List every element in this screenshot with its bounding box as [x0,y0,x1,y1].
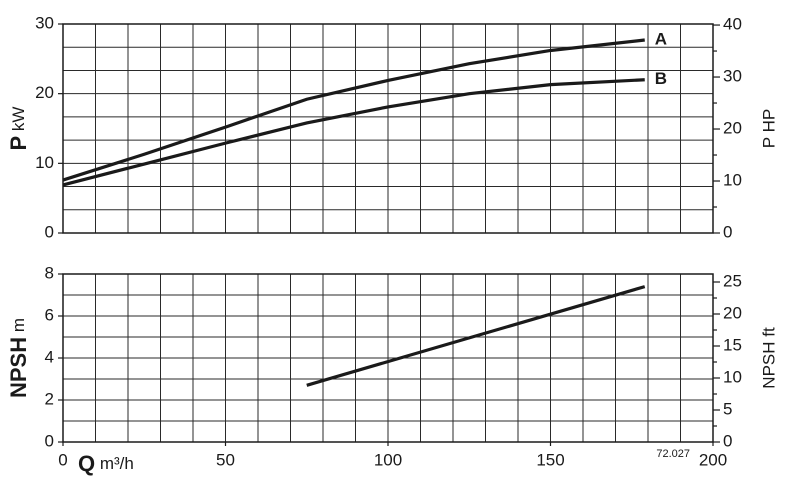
y2-tick-label: 15 [723,335,742,354]
y-axis-label: P kW [6,107,31,151]
y2-axis-label: P HP [759,109,778,148]
x-tick-label: 150 [536,450,564,469]
y-axis-symbol: P [6,136,31,151]
y2-tick-label: 0 [723,431,732,450]
y-axis-label: NPSH m [6,318,31,398]
y2-tick-label: 5 [723,399,732,418]
y-axis-symbol: NPSH [6,337,31,398]
y2-tick-label: 10 [723,367,742,386]
x-axis-unit: m³/h [100,454,134,473]
y-tick-label: 4 [45,347,54,366]
x-tick-label: 100 [374,450,402,469]
x-axis-symbol: Q [78,451,95,476]
data-line [62,38,645,182]
data-line [62,78,645,187]
y2-tick-label: 20 [723,303,742,322]
y-tick-label: 0 [45,431,54,450]
y2-tick-label: 25 [723,271,742,290]
y-tick-label: 0 [45,222,54,241]
y-tick-label: 2 [45,389,54,408]
y-tick-label: 10 [35,153,54,172]
y-tick-label: 8 [45,263,54,282]
x-tick-label: 50 [216,450,235,469]
y2-tick-label: 20 [723,119,742,138]
y2-axis-label: NPSH ft [759,327,778,389]
y-axis-unit: kW [9,107,28,132]
data-line [306,285,646,387]
x-tick-label: 200 [699,450,727,469]
y-axis-unit: m [9,318,28,332]
y2-tick-label: 10 [723,170,742,189]
plot-frame [62,23,714,234]
y-tick-label: 30 [35,13,54,32]
y2-tick-label: 0 [723,222,732,241]
x-axis-label: Q m³/h [78,451,134,476]
series-label: A [655,30,667,49]
figure-code: 72.027 [656,448,690,460]
y-tick-label: 6 [45,305,54,324]
y2-tick-label: 40 [723,15,742,34]
series-label: B [655,69,667,88]
x-tick-label: 0 [58,450,67,469]
y-tick-label: 20 [35,83,54,102]
y2-tick-label: 30 [723,67,742,86]
